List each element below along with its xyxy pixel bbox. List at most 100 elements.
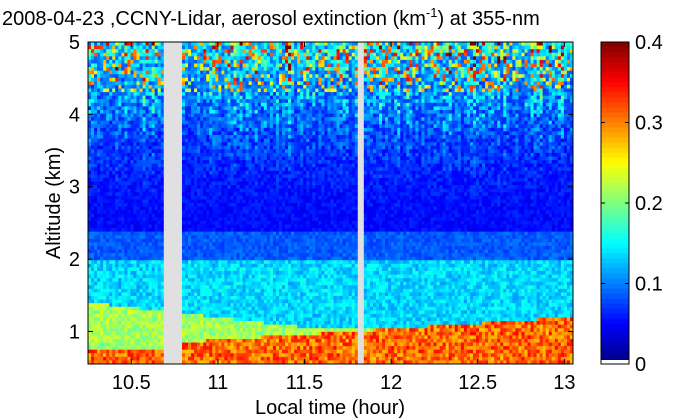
heatmap-cell	[154, 49, 159, 54]
heatmap-cell	[200, 77, 204, 82]
heatmap-cell	[118, 63, 122, 68]
heatmap-cell	[254, 135, 259, 139]
heatmap-cell	[181, 303, 186, 308]
heatmap-cell	[230, 324, 234, 329]
heatmap-cell	[124, 203, 128, 207]
heatmap-cell	[194, 213, 198, 218]
heatmap-cell	[109, 88, 113, 93]
heatmap-cell	[103, 174, 107, 179]
heatmap-cell	[121, 156, 125, 161]
heatmap-cell	[227, 235, 231, 240]
heatmap-cell	[233, 349, 237, 354]
heatmap-cell	[251, 63, 256, 68]
heatmap-cell	[242, 49, 247, 54]
heatmap-cell	[145, 360, 150, 365]
heatmap-cell	[109, 274, 113, 279]
heatmap-cell	[257, 260, 262, 265]
heatmap-cell	[112, 113, 116, 118]
heatmap-cell	[185, 56, 189, 61]
heatmap-cell	[203, 92, 207, 97]
heatmap-cell	[133, 353, 137, 358]
heatmap-cell	[181, 113, 186, 118]
heatmap-cell	[185, 106, 189, 111]
heatmap-cell	[251, 346, 256, 351]
heatmap-cell	[239, 177, 243, 182]
heatmap-cell	[206, 342, 210, 347]
heatmap-cell	[203, 167, 207, 172]
heatmap-cell	[94, 360, 98, 365]
heatmap-cell	[191, 131, 195, 136]
heatmap-cell	[136, 217, 140, 222]
heatmap-cell	[221, 127, 225, 132]
heatmap-cell	[151, 321, 156, 326]
heatmap-cell	[185, 185, 189, 190]
heatmap-cell	[100, 228, 104, 233]
heatmap-cell	[157, 242, 162, 247]
heatmap-cell	[142, 77, 146, 82]
heatmap-cell	[109, 238, 113, 243]
heatmap-cell	[94, 99, 98, 104]
heatmap-cell	[145, 74, 150, 79]
heatmap-cell	[148, 167, 153, 172]
heatmap-cell	[215, 317, 219, 322]
heatmap-cell	[136, 124, 140, 129]
heatmap-cell	[203, 59, 207, 64]
heatmap-cell	[124, 306, 128, 311]
heatmap-cell	[236, 95, 240, 100]
heatmap-cell	[233, 102, 237, 107]
heatmap-cell	[248, 296, 253, 300]
heatmap-cell	[133, 156, 137, 161]
heatmap-cell	[133, 181, 137, 186]
heatmap-cell	[148, 263, 153, 268]
heatmap-cell	[209, 42, 213, 46]
heatmap-cell	[209, 288, 213, 293]
heatmap-cell	[112, 299, 116, 304]
heatmap-cell	[212, 281, 216, 286]
heatmap-cell	[109, 242, 113, 247]
heatmap-cell	[130, 102, 134, 107]
heatmap-cell	[269, 63, 274, 68]
heatmap-cell	[257, 152, 262, 157]
heatmap-cell	[215, 63, 219, 68]
heatmap-cell	[197, 231, 201, 236]
heatmap-cell	[142, 224, 146, 229]
heatmap-cell	[103, 328, 107, 333]
heatmap-cell	[203, 346, 207, 351]
heatmap-cell	[88, 102, 92, 107]
heatmap-cell	[215, 174, 219, 179]
heatmap-cell	[254, 338, 259, 343]
heatmap-cell	[106, 88, 110, 93]
heatmap-cell	[121, 249, 125, 254]
heatmap-cell	[206, 81, 210, 86]
heatmap-cell	[118, 310, 122, 315]
heatmap-cell	[94, 274, 98, 279]
heatmap-cell	[251, 356, 256, 361]
heatmap-cell	[94, 106, 98, 111]
heatmap-cell	[154, 203, 159, 207]
heatmap-cell	[160, 149, 165, 154]
heatmap-cell	[160, 324, 165, 329]
heatmap-cell	[206, 303, 210, 308]
heatmap-cell	[97, 260, 101, 265]
heatmap-cell	[272, 45, 277, 50]
heatmap-cell	[124, 63, 128, 68]
heatmap-cell	[103, 188, 107, 193]
heatmap-cell	[260, 220, 265, 225]
heatmap-cell	[181, 56, 186, 61]
heatmap-cell	[269, 331, 274, 336]
heatmap-cell	[212, 210, 216, 215]
heatmap-cell	[212, 63, 216, 68]
heatmap-cell	[136, 253, 140, 258]
heatmap-cell	[251, 342, 256, 347]
heatmap-cell	[157, 267, 162, 272]
heatmap-cell	[115, 84, 119, 89]
heatmap-cell	[181, 99, 186, 104]
heatmap-cell	[206, 88, 210, 93]
heatmap-cell	[115, 220, 119, 225]
heatmap-cell	[130, 303, 134, 308]
heatmap-cell	[215, 56, 219, 61]
heatmap-cell	[197, 138, 201, 143]
heatmap-cell	[148, 70, 153, 75]
heatmap-cell	[185, 242, 189, 247]
heatmap-cell	[124, 67, 128, 72]
